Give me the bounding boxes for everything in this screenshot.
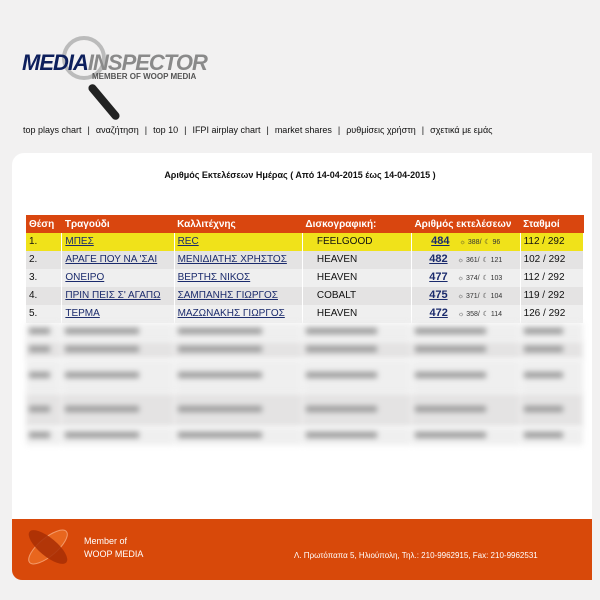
- table-row: 4. ΠΡΙΝ ΠΕΙΣ Σ' ΑΓΑΠΩ ΣΑΜΠΑΝΗΣ ΓΙΩΡΓΟΣ C…: [26, 287, 585, 305]
- nav-link[interactable]: αναζήτηση: [95, 125, 139, 135]
- day-plays: ☼ 374/: [457, 275, 480, 282]
- position: 4.: [26, 287, 63, 305]
- stations: 119 / 292: [520, 287, 585, 305]
- day-plays: ☼ 371/: [457, 293, 480, 300]
- page-title: Αριθμός Εκτελέσεων Ημέρας ( Από 14-04-20…: [164, 170, 436, 180]
- artist-link[interactable]: ΜΑΖΩΝΑΚΗΣ ΓΙΩΡΓΟΣ: [177, 308, 285, 319]
- table-row: 1. ΜΠΕΣ REC FEELGOOD 484 ☼ 388/ ☾ 96 112 …: [26, 233, 585, 251]
- day-plays: ☼ 388/: [459, 239, 482, 246]
- song-link[interactable]: ΑΡΑΓΕ ΠΟΥ ΝΑ 'ΣΑΙ: [65, 254, 158, 265]
- night-plays: ☾ 104: [482, 293, 503, 300]
- night-plays: ☾ 96: [484, 239, 501, 246]
- footer: Member of WOOP MEDIA Λ. Πρωτόπαπα 5, Ηλιο…: [12, 519, 592, 580]
- plays-link[interactable]: 475: [429, 289, 448, 301]
- column-header: Σταθμοί: [520, 215, 584, 233]
- position: 5.: [26, 305, 63, 323]
- artist-link[interactable]: ΒΕΡΤΗΣ ΝΙΚΟΣ: [177, 272, 251, 283]
- column-header: Καλλιτέχνης: [174, 215, 303, 233]
- night-plays: ☾ 114: [482, 311, 502, 318]
- artist-link[interactable]: ΜΕΝΙΔΙΑΤΗΣ ΧΡΗΣΤΟΣ: [177, 254, 287, 265]
- media-inspector-logo[interactable]: MEDIAINSPECTOR MEMBER OF WOOP MEDIA: [22, 36, 208, 122]
- nav-separator: |: [337, 125, 341, 135]
- plays-link[interactable]: 477: [429, 271, 448, 283]
- label: HEAVEN: [302, 269, 412, 287]
- woop-media-logo-icon: [28, 529, 68, 565]
- nav-link[interactable]: market shares: [274, 125, 332, 135]
- column-header: Δισκογραφική:: [302, 215, 412, 233]
- blurred-row: [26, 359, 585, 393]
- day-plays: ☼ 358/: [457, 311, 480, 318]
- night-plays: ☾ 103: [482, 275, 503, 282]
- stations: 126 / 292: [520, 305, 585, 323]
- song-link[interactable]: ΤΕΡΜΑ: [65, 308, 100, 319]
- song-link[interactable]: ΟΝΕΙΡΟ: [65, 272, 105, 283]
- day-plays: ☼ 361/: [457, 257, 480, 264]
- plays-table: Θέση Τραγούδι Καλλιτέχνης Δισκογραφική: Αριθ…: [26, 215, 585, 445]
- song-link[interactable]: ΠΡΙΝ ΠΕΙΣ Σ' ΑΓΑΠΩ: [65, 290, 161, 301]
- column-header: Τραγούδι: [61, 215, 175, 233]
- magnifier-handle: [86, 82, 122, 122]
- blurred-row: [26, 393, 585, 427]
- stations: 112 / 292: [520, 233, 585, 251]
- blurred-row: [26, 323, 585, 341]
- position: 3.: [26, 269, 63, 287]
- magnifier-icon: [62, 36, 106, 80]
- blurred-row: [26, 341, 585, 359]
- blurred-row: [26, 427, 585, 445]
- label: HEAVEN: [302, 251, 412, 269]
- table-row: 5. ΤΕΡΜΑ ΜΑΖΩΝΑΚΗΣ ΓΙΩΡΓΟΣ HEAVEN 472 ☼ 3…: [26, 305, 585, 323]
- artist-link[interactable]: ΣΑΜΠΑΝΗΣ ΓΙΩΡΓΟΣ: [177, 290, 278, 301]
- column-header: Αριθμός εκτελέσεων: [411, 215, 521, 233]
- label: FEELGOOD: [302, 233, 412, 251]
- night-plays: ☾ 121: [482, 257, 503, 264]
- nav-link[interactable]: IFPI airplay chart: [192, 125, 261, 135]
- nav-separator: |: [266, 125, 269, 135]
- plays-link[interactable]: 482: [429, 253, 448, 265]
- stations: 102 / 292: [520, 251, 585, 269]
- plays-link[interactable]: 472: [429, 307, 448, 319]
- table-row: 2. ΑΡΑΓΕ ΠΟΥ ΝΑ 'ΣΑΙ ΜΕΝΙΔΙΑΤΗΣ ΧΡΗΣΤΟΣ …: [26, 251, 585, 269]
- position: 1.: [26, 233, 63, 251]
- main-nav: top plays chart | αναζήτηση | top 10 | IFPI ai…: [23, 125, 493, 135]
- column-header: Θέση: [26, 215, 62, 233]
- label: COBALT: [302, 287, 412, 305]
- table-row: 3. ΟΝΕΙΡΟ ΒΕΡΤΗΣ ΝΙΚΟΣ HEAVEN 477 ☼ 374/ …: [26, 269, 585, 287]
- nav-separator: |: [184, 125, 187, 135]
- nav-link[interactable]: σχετικά με εμάς: [430, 125, 493, 135]
- nav-separator: |: [421, 125, 425, 135]
- artist-link[interactable]: REC: [177, 236, 199, 247]
- nav-separator: |: [144, 125, 148, 135]
- song-link[interactable]: ΜΠΕΣ: [65, 236, 94, 247]
- nav-link[interactable]: ρυθμίσεις χρήστη: [346, 125, 416, 135]
- nav-link[interactable]: top 10: [153, 125, 179, 135]
- nav-separator: |: [87, 125, 90, 135]
- plays-link[interactable]: 484: [431, 235, 450, 247]
- label: HEAVEN: [302, 305, 412, 323]
- position: 2.: [26, 251, 63, 269]
- nav-link[interactable]: top plays chart: [23, 125, 82, 135]
- stations: 112 / 292: [520, 269, 585, 287]
- footer-address: Λ. Πρωτόπαπα 5, Ηλιούπολη, Τηλ.: 210-996…: [294, 551, 538, 560]
